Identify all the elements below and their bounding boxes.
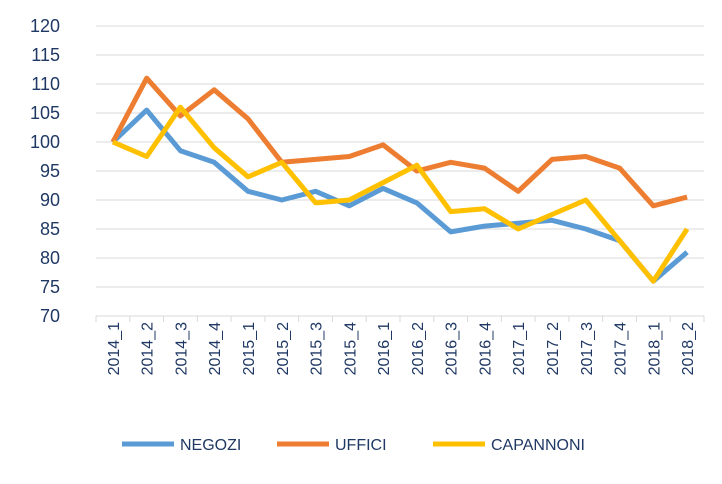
x-tick-label: 2015_4 bbox=[342, 322, 359, 375]
x-tick-label: 2015_1 bbox=[241, 322, 258, 375]
y-tick-label: 115 bbox=[31, 45, 60, 65]
series-line-uffici bbox=[110, 75, 688, 209]
x-tick-label: 2017_2 bbox=[545, 322, 562, 375]
x-tick-label: 2018_1 bbox=[646, 322, 663, 375]
x-tick-label: 2017_4 bbox=[613, 322, 630, 375]
x-tick-label: 2014_2 bbox=[140, 322, 157, 375]
grid-lines bbox=[96, 25, 704, 317]
y-tick-label: 110 bbox=[31, 74, 60, 94]
y-tick-label: 75 bbox=[40, 277, 60, 297]
legend-label: NEGOZI bbox=[180, 437, 241, 454]
y-tick-label: 80 bbox=[40, 248, 60, 268]
series-line-capannoni bbox=[111, 104, 690, 284]
x-tick-label: 2016_4 bbox=[477, 322, 494, 375]
x-tick-label: 2015_3 bbox=[309, 322, 326, 375]
y-tick-label: 95 bbox=[40, 161, 60, 181]
x-tick-label: 2016_2 bbox=[410, 322, 427, 375]
x-tick-label: 2016_3 bbox=[444, 322, 461, 375]
y-tick-label: 120 bbox=[30, 16, 60, 36]
x-axis-ticks: 2014_1 2014_2 2014_3 2014_4 2015_1 2015_2 2015… bbox=[95, 316, 705, 375]
series-lines bbox=[110, 75, 690, 284]
series-line-negozi bbox=[111, 107, 689, 284]
x-tick-label: 2014_4 bbox=[207, 322, 224, 375]
legend-label: UFFICI bbox=[335, 437, 387, 454]
x-tick-label: 2016_1 bbox=[376, 322, 393, 375]
x-tick-label: 2018_2 bbox=[680, 322, 697, 375]
y-axis-ticks: 70 75 80 85 90 95 100 105 110 115 120 bbox=[30, 16, 60, 326]
legend-label: CAPANNONI bbox=[491, 437, 585, 454]
x-tick-label: 2014_1 bbox=[106, 322, 123, 375]
x-tick-label: 2017_1 bbox=[511, 322, 528, 375]
y-tick-label: 70 bbox=[40, 306, 60, 326]
x-tick-label: 2014_3 bbox=[173, 322, 190, 375]
legend: NEGOZI UFFICI CAPANNONI bbox=[122, 437, 585, 454]
y-tick-label: 105 bbox=[30, 103, 60, 123]
y-tick-label: 90 bbox=[40, 190, 60, 210]
y-tick-label: 100 bbox=[30, 132, 60, 152]
x-tick-label: 2015_2 bbox=[275, 322, 292, 375]
y-tick-label: 85 bbox=[40, 219, 60, 239]
x-tick-label: 2017_3 bbox=[579, 322, 596, 375]
